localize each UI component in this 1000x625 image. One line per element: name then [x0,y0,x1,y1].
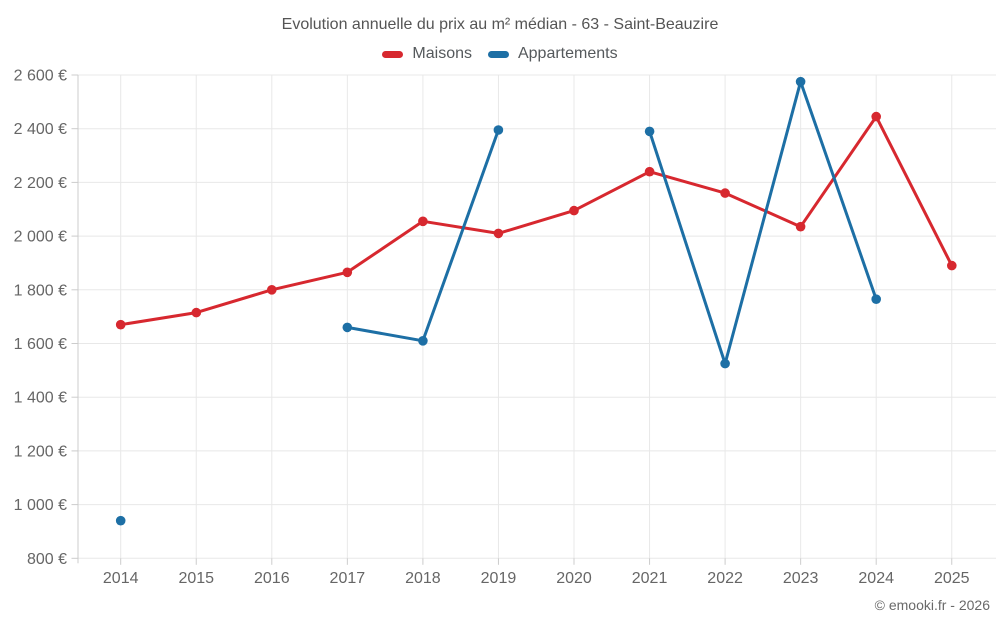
x-axis-label: 2020 [556,570,592,587]
point-appartements-2024 [871,294,881,305]
legend-label: Maisons [412,45,472,62]
y-axis-label: 1 400 € [14,390,67,407]
point-maisons-2024 [871,111,881,122]
x-axis-label: 2022 [707,570,743,587]
point-appartements-2022 [720,358,730,369]
point-maisons-2019 [493,228,504,239]
y-axis-label: 1 000 € [14,497,67,514]
x-axis-label: 2018 [405,570,441,587]
line-maisons [119,115,954,327]
point-appartements-2018 [418,336,428,346]
y-axis-label: 2 000 € [14,229,67,246]
legend-item-maisons[interactable]: Maisons [382,45,472,63]
x-axis-label: 2014 [103,570,139,587]
point-appartements-2019 [493,125,504,135]
legend: Maisons Appartements [0,45,1000,63]
legend-swatch-appartements [487,50,509,58]
point-appartements-2014 [115,515,126,526]
x-axis-label: 2021 [632,570,668,587]
x-axis-label: 2023 [783,570,819,587]
point-appartements-2021 [644,126,655,137]
point-maisons-2016 [267,285,277,295]
x-axis-label: 2017 [330,570,366,587]
y-axis-label: 800 € [27,551,67,568]
y-axis-label: 2 400 € [14,121,67,138]
point-maisons-2022 [720,188,730,198]
y-axis-label: 1 800 € [14,282,67,299]
y-axis-label: 2 200 € [14,175,67,192]
chart-title: Evolution annuelle du prix au m² médian … [281,16,719,33]
point-maisons-2018 [418,216,428,227]
point-maisons-2020 [569,205,579,216]
point-maisons-2023 [795,221,806,232]
legend-label: Appartements [517,45,618,62]
point-maisons-2021 [644,166,655,177]
x-axis-label: 2015 [178,570,214,587]
x-axis-label: 2024 [858,570,894,587]
x-axis-label: 2016 [254,570,290,587]
legend-item-appartements[interactable]: Appartements [487,45,618,63]
point-maisons-2025 [947,260,957,271]
point-maisons-2015 [191,307,202,318]
point-appartements-2023 [795,76,806,87]
x-axis-label: 2025 [934,570,970,587]
point-maisons-2014 [115,319,126,330]
y-axis-label: 1 200 € [14,443,67,460]
line-appartements [648,80,878,366]
y-axis-label: 1 600 € [14,336,67,353]
legend-swatch-maisons [382,50,404,58]
x-axis-label: 2019 [481,570,517,587]
point-maisons-2017 [342,267,353,278]
copyright-credit: © emooki.fr - 2026 [874,597,990,613]
y-axis-label: 2 600 € [14,68,67,85]
point-appartements-2017 [342,322,353,333]
